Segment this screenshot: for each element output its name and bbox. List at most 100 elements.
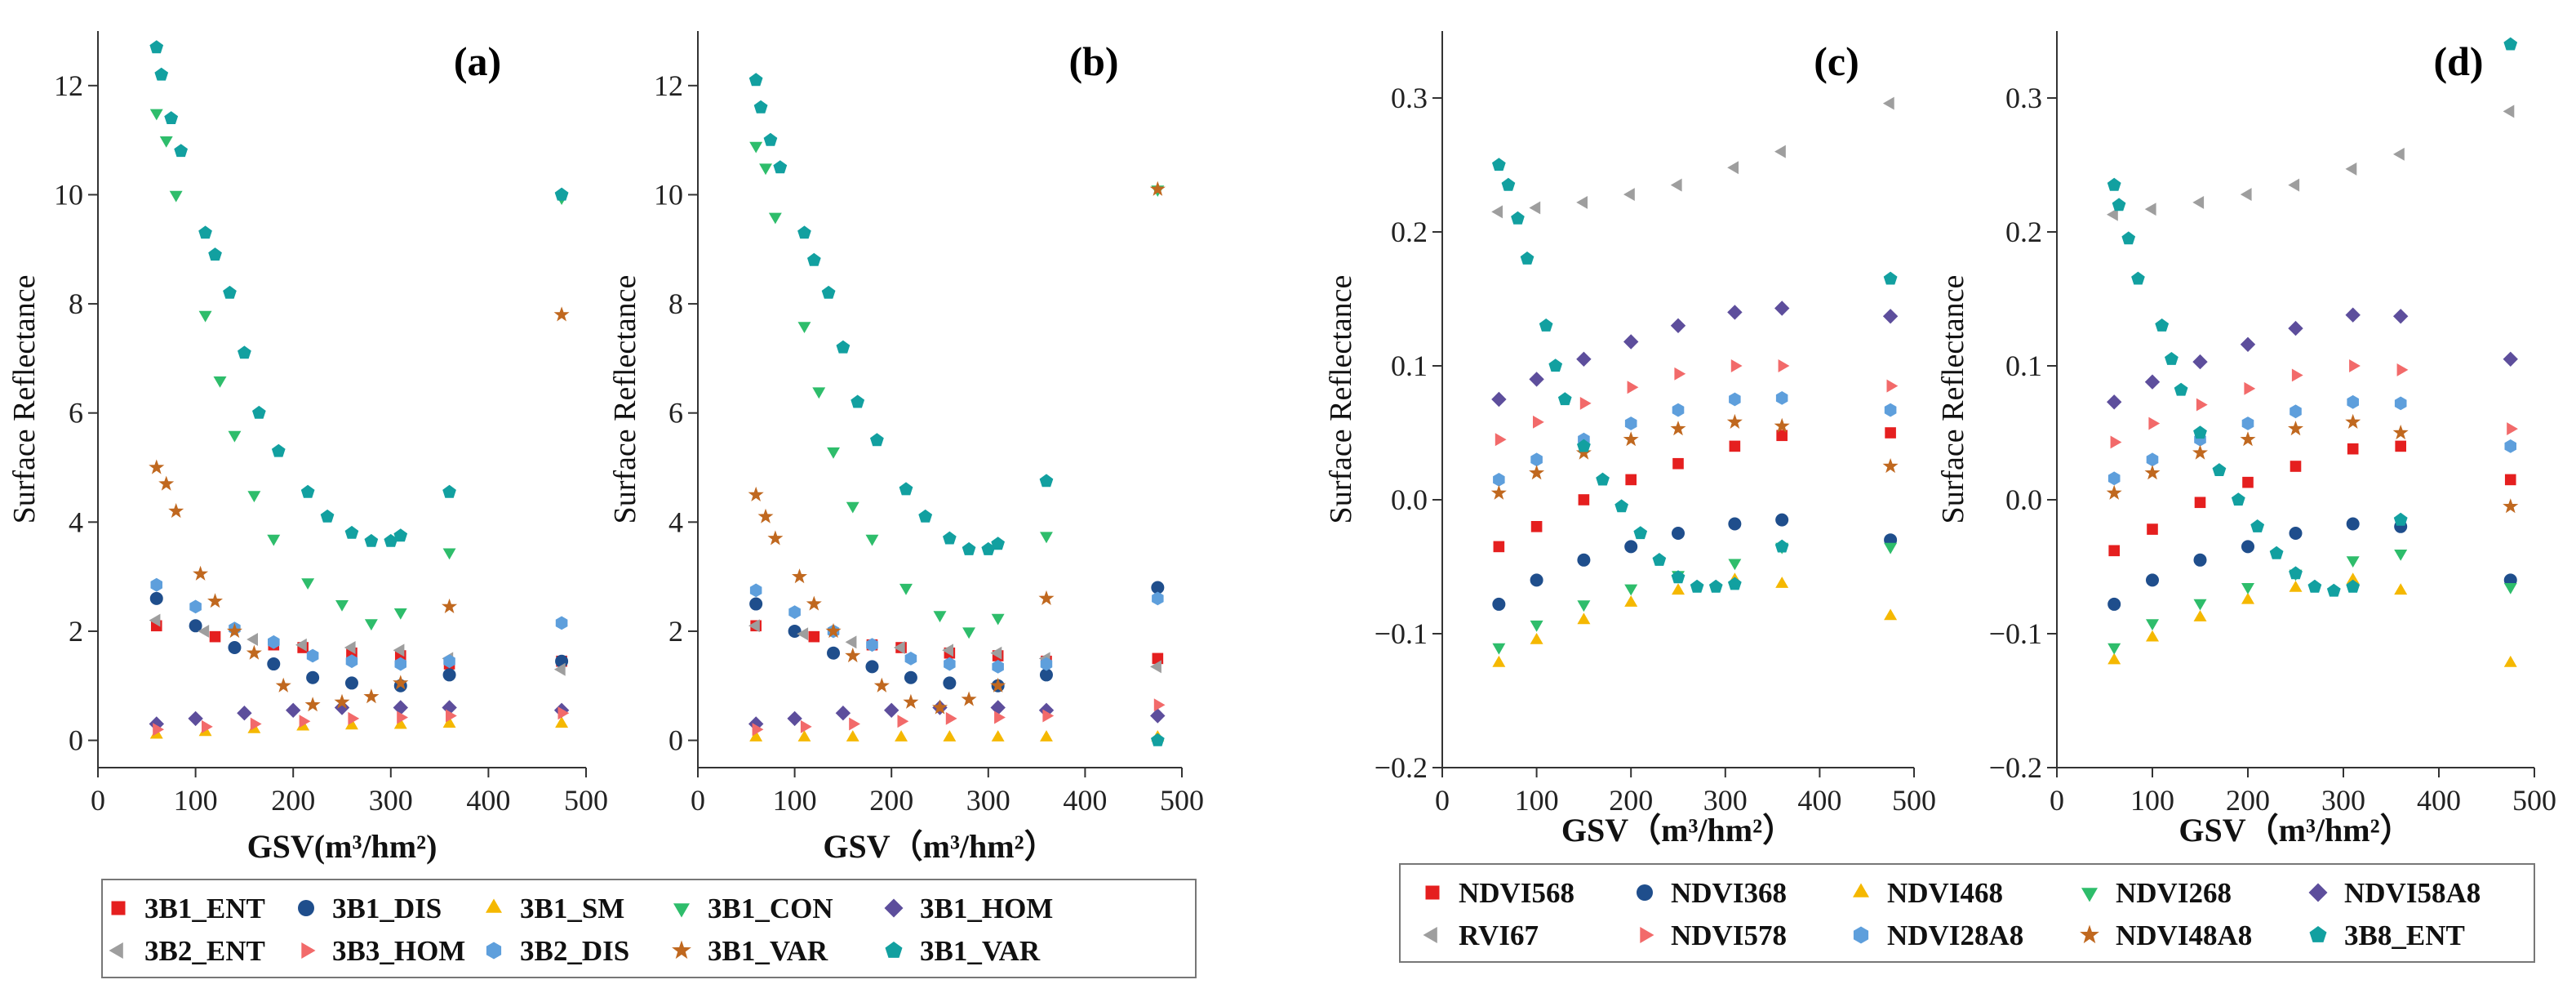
- series-NDVI28A8: [2107, 394, 2516, 486]
- data-point: [2250, 519, 2265, 532]
- series-NDVI268: [2107, 550, 2517, 655]
- data-point: [2241, 540, 2254, 554]
- data-point: [1727, 161, 1739, 175]
- x-tick-label: 300: [2321, 784, 2365, 817]
- data-point: [2196, 398, 2208, 412]
- data-point: [446, 709, 457, 723]
- data-point: [237, 706, 252, 721]
- y-tick-label: 0.2: [2005, 216, 2042, 248]
- data-point: [158, 475, 175, 491]
- data-point: [1774, 145, 1786, 158]
- y-tick-label: 2: [668, 615, 683, 648]
- data-point: [1039, 474, 1054, 488]
- panel-title: (c): [1814, 38, 1859, 84]
- data-point: [198, 625, 210, 638]
- series-3B3_HOM: [153, 706, 570, 737]
- legend-marker: [2080, 924, 2099, 944]
- data-point: [2241, 416, 2254, 430]
- y-tick-label: 4: [668, 505, 683, 538]
- data-point: [393, 675, 409, 690]
- data-point: [1040, 532, 1053, 544]
- legend-label: NDVI578: [1671, 920, 1787, 951]
- legend-item: NDVI578: [1640, 920, 1787, 951]
- data-point: [1690, 579, 1704, 593]
- data-point: [797, 322, 811, 333]
- data-point: [553, 306, 570, 322]
- data-point: [1577, 553, 1591, 567]
- data-point: [991, 730, 1005, 741]
- data-point: [748, 73, 763, 87]
- data-point: [1495, 433, 1507, 447]
- data-point: [2144, 465, 2161, 480]
- data-point: [873, 677, 890, 692]
- y-tick-label: 0.1: [1391, 350, 1428, 382]
- data-point: [1530, 633, 1543, 644]
- data-point: [1614, 499, 1628, 513]
- data-point: [2144, 203, 2156, 216]
- legend-marker: [486, 898, 502, 913]
- data-point: [821, 285, 836, 299]
- data-point: [393, 528, 408, 542]
- x-tick-label: 100: [2130, 784, 2174, 817]
- data-point: [198, 225, 212, 239]
- legend-marker: [672, 940, 691, 960]
- legend-label: NDVI28A8: [1887, 920, 2023, 951]
- data-point: [1539, 318, 1553, 332]
- data-point: [1491, 391, 1507, 407]
- legend-label: 3B1_VAR: [708, 935, 828, 967]
- data-point: [1670, 178, 1682, 192]
- data-point: [2107, 643, 2121, 655]
- data-point: [962, 541, 976, 555]
- legend-marker: [884, 898, 904, 918]
- data-point: [904, 670, 917, 684]
- x-tick-label: 500: [1160, 784, 1204, 817]
- data-point: [1153, 698, 1166, 712]
- data-point: [808, 630, 820, 643]
- x-tick-label: 500: [1892, 784, 1936, 817]
- data-point: [364, 533, 379, 547]
- data-point: [797, 627, 809, 641]
- data-point: [797, 225, 811, 239]
- data-point: [189, 619, 202, 633]
- data-point: [992, 660, 1004, 674]
- data-point: [1150, 660, 1161, 674]
- y-tick-label: 0.1: [2005, 350, 2042, 382]
- data-point: [1730, 359, 1743, 372]
- data-point: [2165, 352, 2178, 365]
- data-point: [1774, 417, 1790, 433]
- series-NDVI568: [2108, 440, 2516, 557]
- data-point: [1671, 570, 1686, 584]
- y-tick-label: 8: [69, 287, 83, 320]
- data-point: [1886, 379, 1899, 393]
- data-point: [198, 310, 212, 323]
- data-point: [942, 644, 953, 657]
- data-point: [1596, 472, 1610, 486]
- data-point: [1775, 513, 1789, 527]
- data-point: [1529, 465, 1545, 480]
- data-point: [788, 624, 802, 638]
- series-NDVI28A8: [1493, 391, 1897, 487]
- series-NDVI48A8: [1490, 413, 1899, 500]
- data-point: [1492, 158, 1506, 171]
- data-point: [865, 534, 879, 546]
- data-point: [759, 163, 772, 176]
- data-point: [994, 710, 1006, 724]
- data-point: [1884, 608, 1898, 621]
- x-tick-label: 500: [2512, 784, 2556, 817]
- data-point: [870, 433, 884, 447]
- data-point: [2242, 476, 2254, 488]
- data-point: [1530, 573, 1543, 587]
- series-3B1_VAR: [149, 40, 569, 547]
- data-point: [1774, 301, 1790, 316]
- data-point: [2395, 440, 2406, 452]
- y-axis-label: Surface Reflectance: [7, 275, 42, 524]
- data-point: [320, 509, 335, 523]
- data-point: [335, 600, 349, 612]
- data-point: [2107, 177, 2121, 191]
- data-point: [345, 654, 358, 669]
- legend-item: 3B3_HOM: [301, 935, 465, 967]
- data-point: [189, 599, 202, 614]
- data-point: [2146, 452, 2159, 467]
- y-tick-label: 0.3: [1391, 82, 1428, 114]
- data-point: [555, 616, 568, 630]
